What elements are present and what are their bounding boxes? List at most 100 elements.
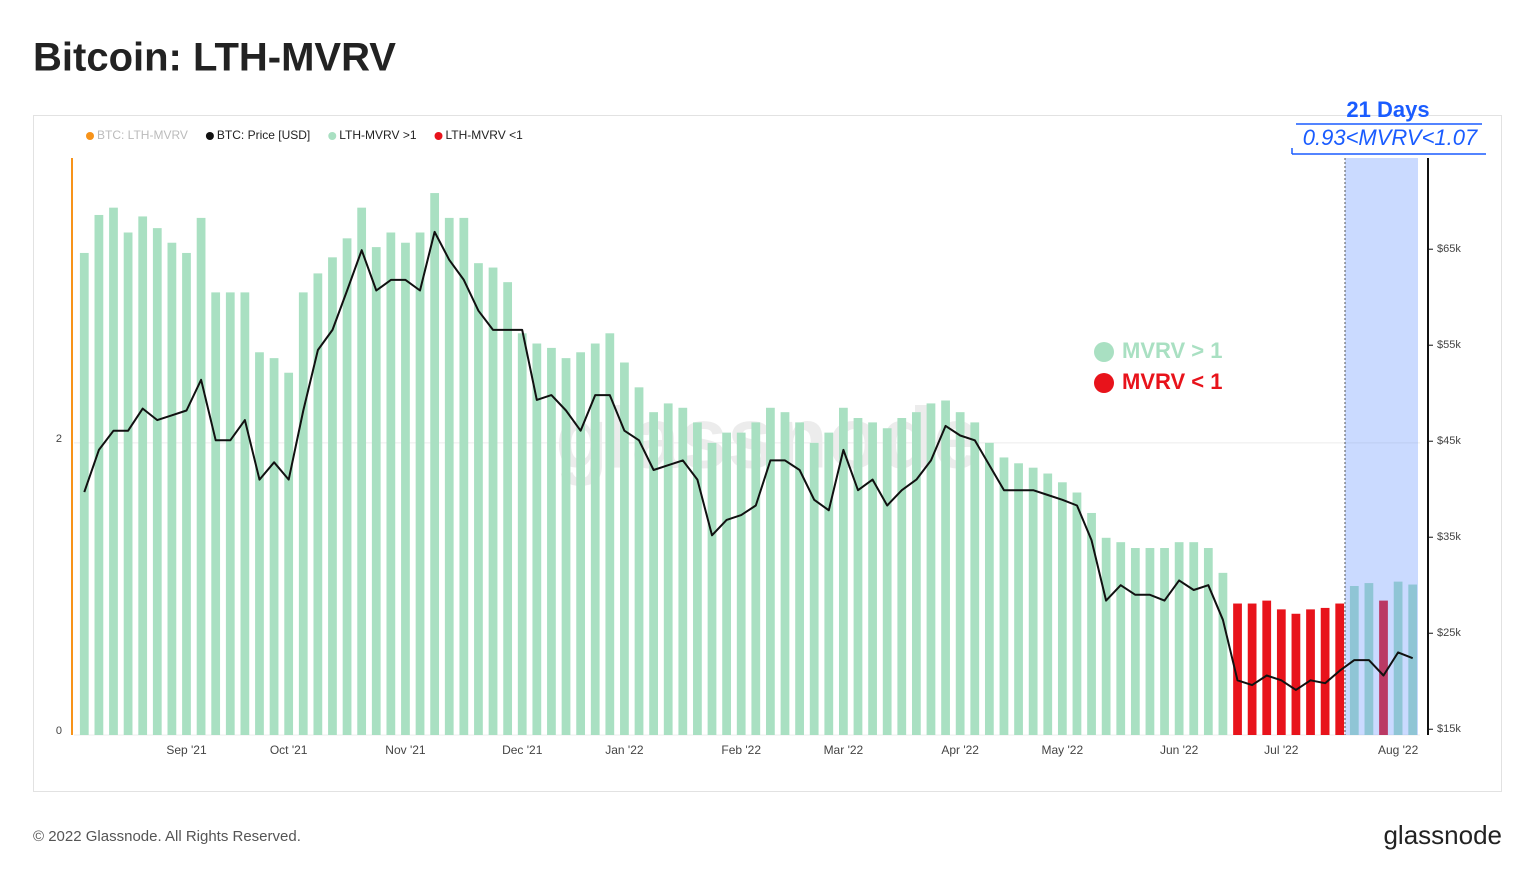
bar	[1043, 473, 1053, 735]
legend-swatch	[205, 132, 214, 140]
legend-swatch	[434, 132, 443, 140]
annotations: MVRV > 1 MVRV < 1 21 Days 0.93<MVRV<1.07	[1094, 97, 1486, 394]
bar	[999, 457, 1009, 735]
chart-title: Bitcoin: LTH-MVRV	[33, 36, 396, 80]
bar	[167, 242, 177, 735]
bar	[736, 432, 746, 735]
bar	[1276, 609, 1286, 735]
bar	[1393, 581, 1403, 735]
bar	[795, 422, 804, 735]
bar	[678, 407, 688, 735]
bar	[1057, 482, 1067, 735]
bar	[853, 418, 863, 735]
bar	[882, 428, 892, 735]
bar	[401, 242, 410, 735]
legend: BTC: LTH-MVRV BTC: Price [USD] LTH-MVRV >1…	[86, 128, 523, 142]
bar	[1145, 548, 1155, 735]
y2-tick-label: $25k	[1437, 627, 1461, 639]
bar	[269, 358, 279, 735]
bar	[839, 407, 848, 735]
x-tick-label: Sep '21	[166, 743, 207, 757]
bar	[386, 232, 396, 736]
legend-label: LTH-MVRV >1	[339, 128, 417, 142]
annotation-dot	[1094, 373, 1114, 393]
bar	[517, 333, 527, 735]
bars	[79, 193, 1418, 736]
bar	[79, 252, 89, 735]
bar	[722, 432, 731, 735]
bar	[357, 207, 367, 735]
bar	[430, 193, 440, 735]
y2-tick-label: $65k	[1437, 243, 1461, 255]
bar	[328, 257, 337, 735]
bar	[1262, 600, 1272, 735]
bar	[123, 232, 133, 736]
bar	[342, 238, 352, 735]
x-tick-label: Dec '21	[502, 743, 543, 757]
price-line	[83, 230, 1414, 691]
bar	[240, 292, 250, 735]
y2-tick-label: $55k	[1437, 339, 1461, 351]
bar	[474, 263, 483, 735]
bar	[1087, 512, 1096, 735]
annotation-text: MVRV > 1	[1122, 338, 1222, 363]
bar	[1101, 537, 1111, 735]
bar	[196, 217, 206, 736]
x-tick-label: May '22	[1042, 743, 1084, 757]
bar	[984, 442, 994, 735]
bar	[1247, 603, 1257, 735]
bar	[897, 418, 907, 735]
bar	[488, 267, 498, 735]
bar	[225, 292, 235, 735]
bar	[693, 422, 702, 735]
brand-logo: glassnode	[1383, 820, 1502, 850]
bar	[1014, 463, 1023, 735]
axes: 0 2 $15k $25k $35k $45k $55k $65k Sep '21 Oct '21…	[56, 158, 1461, 757]
bar	[1320, 607, 1330, 735]
bar	[707, 442, 717, 735]
bar	[780, 412, 790, 735]
lines	[83, 230, 1414, 691]
bar	[1291, 613, 1301, 735]
bar	[138, 216, 148, 736]
y2-tick-label: $15k	[1437, 723, 1461, 735]
x-tick-label: Nov '21	[385, 743, 426, 757]
legend-label: BTC: Price [USD]	[217, 128, 310, 142]
bar	[751, 422, 761, 735]
legend-swatch	[328, 132, 337, 140]
bar	[1174, 542, 1184, 735]
bar	[284, 372, 294, 735]
bar	[1335, 603, 1345, 735]
highlight-region	[1345, 158, 1418, 735]
y2-tick-label: $35k	[1437, 531, 1461, 543]
chart-frame	[33, 115, 1502, 792]
bar	[1364, 583, 1374, 735]
bar	[444, 217, 454, 736]
bar	[941, 400, 950, 735]
bar	[766, 407, 775, 735]
x-tick-label: Apr '22	[941, 743, 979, 757]
bar	[1160, 548, 1169, 735]
bar	[1379, 600, 1388, 735]
bar	[576, 352, 586, 735]
bar	[926, 403, 936, 735]
bar	[663, 403, 673, 735]
legend-label: BTC: LTH-MVRV	[97, 128, 188, 142]
legend-label: LTH-MVRV <1	[446, 128, 524, 142]
bar	[1116, 542, 1126, 735]
annotation-dot	[1094, 342, 1114, 362]
bar	[1306, 609, 1315, 735]
bar	[634, 387, 644, 735]
bar	[415, 232, 425, 736]
x-tick-label: Jun '22	[1160, 743, 1199, 757]
legend-swatch	[86, 132, 94, 140]
annotation-text: MVRV < 1	[1122, 369, 1222, 394]
bar	[868, 422, 877, 735]
x-tick-label: Feb '22	[721, 743, 761, 757]
y2-tick-label: $45k	[1437, 435, 1461, 447]
highlight-subtitle: 0.93<MVRV<1.07	[1303, 125, 1478, 150]
bar	[255, 352, 264, 735]
bar	[809, 442, 819, 735]
